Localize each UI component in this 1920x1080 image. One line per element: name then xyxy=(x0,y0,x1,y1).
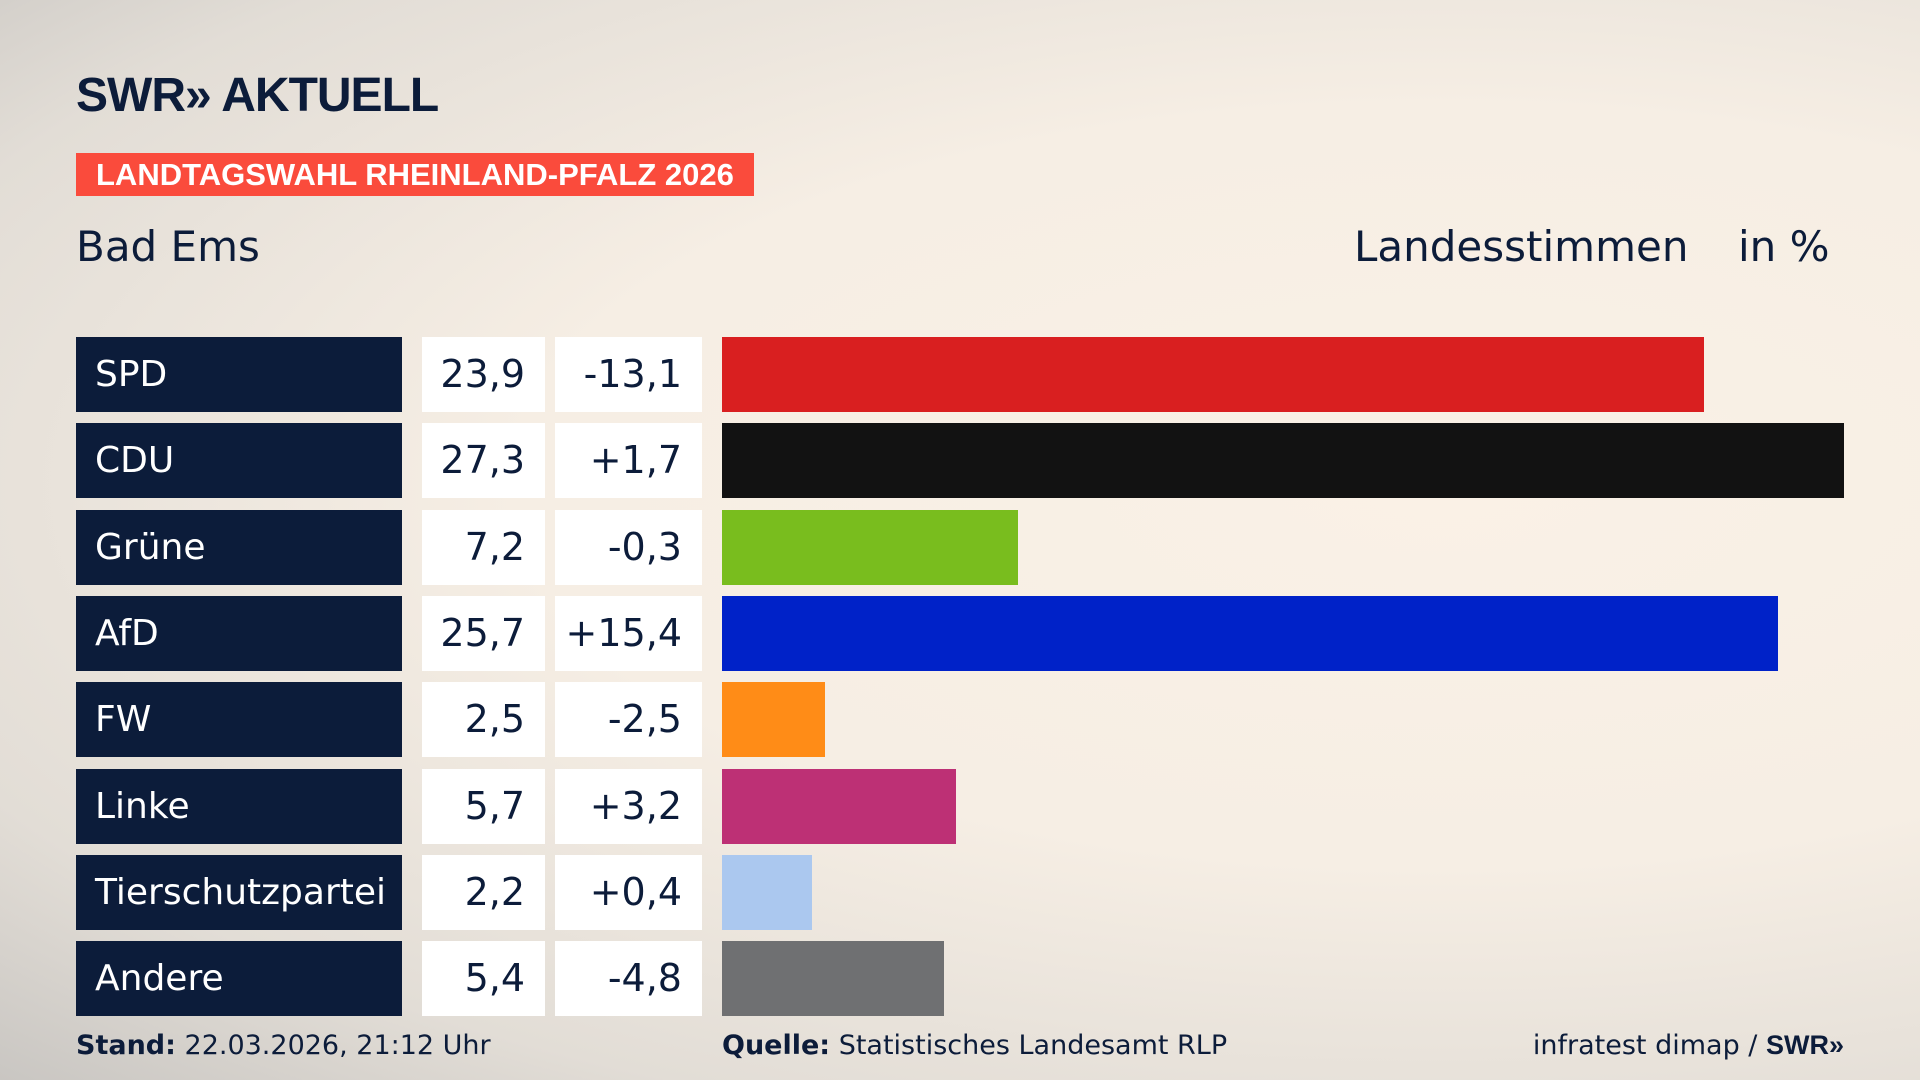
party-name: Grüne xyxy=(76,509,402,585)
party-bar xyxy=(722,682,825,758)
party-row: Tierschutzpartei 2,2 +0,4 xyxy=(0,854,1920,930)
swr-logo: SWR» xyxy=(1765,1030,1844,1060)
party-name: Tierschutzpartei xyxy=(76,854,402,930)
party-row: Grüne 7,2 -0,3 xyxy=(0,509,1920,585)
party-row: SPD 23,9 -13,1 xyxy=(0,337,1920,412)
party-diff: +1,7 xyxy=(555,423,702,499)
unit-label: in % xyxy=(1738,222,1830,271)
measure-label: Landesstimmen xyxy=(1354,222,1689,271)
party-row: CDU 27,3 +1,7 xyxy=(0,423,1920,499)
party-value: 5,4 xyxy=(422,941,545,1017)
party-row: Andere 5,4 -4,8 xyxy=(0,941,1920,1017)
party-name: AfD xyxy=(76,595,402,671)
party-value: 5,7 xyxy=(422,768,545,844)
party-diff: +15,4 xyxy=(555,595,702,671)
party-diff: -4,8 xyxy=(555,941,702,1017)
party-value: 25,7 xyxy=(422,595,545,671)
party-name: SPD xyxy=(76,337,402,412)
party-bar xyxy=(722,854,813,930)
source: Quelle: Statistisches Landesamt RLP xyxy=(722,1030,1227,1061)
source-value: Statistisches Landesamt RLP xyxy=(838,1030,1228,1061)
party-diff: -13,1 xyxy=(555,337,702,412)
party-value: 23,9 xyxy=(422,337,545,412)
party-value: 7,2 xyxy=(422,509,545,585)
swr-aktuell-logo: SWR» AKTUELL xyxy=(76,69,439,122)
source-label: Quelle: xyxy=(722,1030,831,1061)
credit: infratest dimap / SWR» xyxy=(1533,1030,1844,1061)
party-row: Linke 5,7 +3,2 xyxy=(0,768,1920,844)
election-banner: LANDTAGSWAHL RHEINLAND-PFALZ 2026 xyxy=(76,153,754,196)
party-diff: +0,4 xyxy=(555,854,702,930)
party-diff: +3,2 xyxy=(555,768,702,844)
party-bar xyxy=(722,768,957,844)
stand-label: Stand: xyxy=(76,1030,176,1061)
party-value: 2,2 xyxy=(422,854,545,930)
party-diff: -2,5 xyxy=(555,682,702,758)
party-bar xyxy=(722,595,1779,671)
party-bar xyxy=(722,509,1018,585)
party-value: 27,3 xyxy=(422,423,545,499)
party-name: Linke xyxy=(76,768,402,844)
party-name: CDU xyxy=(76,423,402,499)
stand-value: 22.03.2026, 21:12 Uhr xyxy=(184,1030,491,1061)
party-bar xyxy=(722,941,944,1017)
party-diff: -0,3 xyxy=(555,509,702,585)
party-row: AfD 25,7 +15,4 xyxy=(0,595,1920,671)
party-name: FW xyxy=(76,682,402,758)
party-bar xyxy=(722,337,1705,412)
credit-text: infratest dimap / xyxy=(1532,1030,1766,1061)
party-value: 2,5 xyxy=(422,682,545,758)
party-row: FW 2,5 -2,5 xyxy=(0,682,1920,758)
party-bar xyxy=(722,423,1844,499)
timestamp: Stand: 22.03.2026, 21:12 Uhr xyxy=(76,1030,491,1061)
region-title: Bad Ems xyxy=(76,222,260,271)
party-name: Andere xyxy=(76,941,402,1017)
